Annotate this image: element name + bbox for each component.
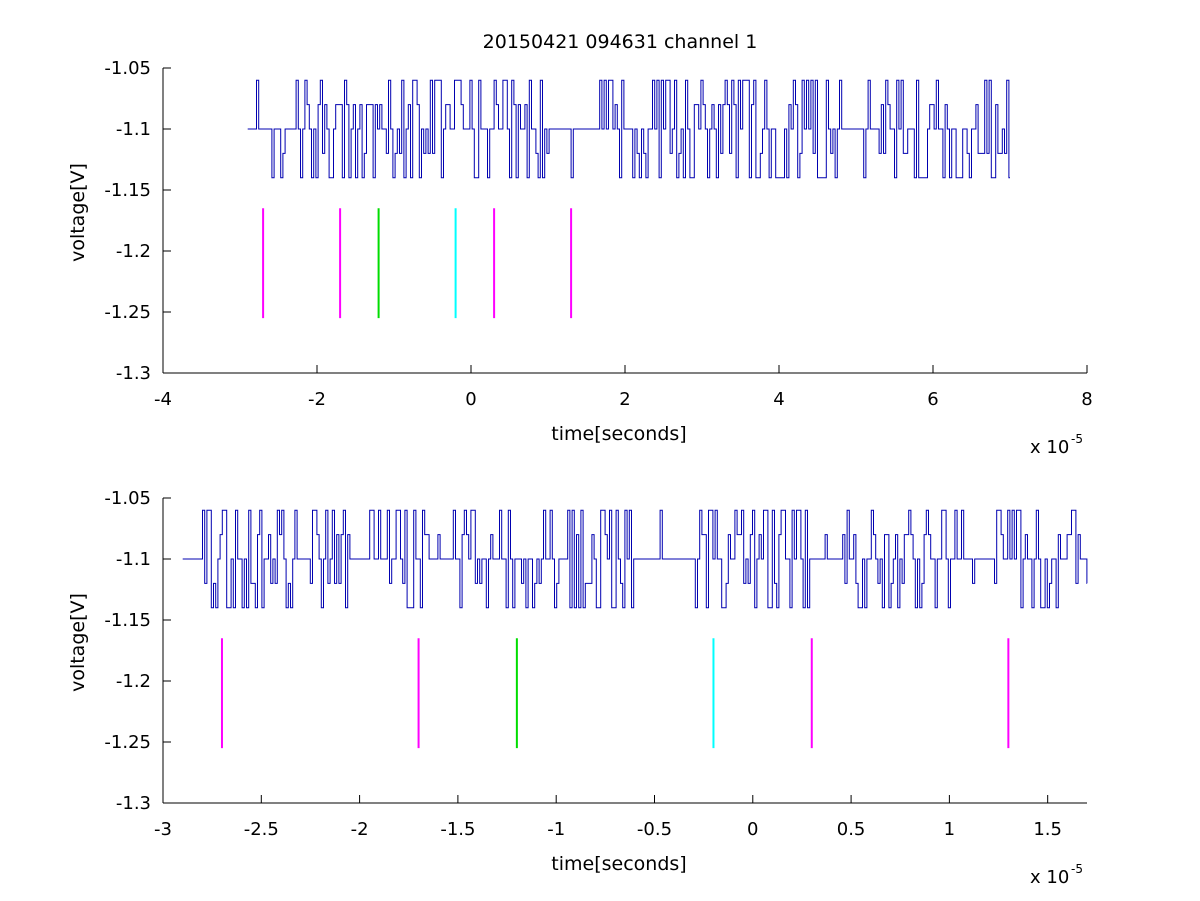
top-subplot: -4 -2 0 2 4 6 8 -1.3 -1.25 -1.2 -1.15 -1.1 -1.05 time… — [67, 58, 1093, 458]
x-tick-label: -1 — [547, 819, 565, 840]
x-tick-label: 1.5 — [1033, 819, 1062, 840]
y-tick-label: -1.2 — [116, 241, 151, 262]
x-tick-label: -4 — [154, 389, 172, 410]
x-multiplier-exponent: -5 — [1071, 432, 1083, 446]
x-tick-label: 4 — [773, 389, 784, 410]
y-tick-label: -1.05 — [104, 58, 151, 79]
y-tick-label: -1.25 — [104, 732, 151, 753]
signal-trace — [247, 79, 1010, 179]
x-tick-label: -3 — [154, 819, 172, 840]
signal-trace — [182, 509, 1088, 609]
x-tick-label: 8 — [1081, 389, 1092, 410]
y-tick-label: -1.05 — [104, 488, 151, 509]
y-tick-label: -1.1 — [116, 119, 151, 140]
y-tick-label: -1.2 — [116, 671, 151, 692]
x-axis-label: time[seconds] — [551, 423, 686, 445]
x-tick-label: -2.5 — [244, 819, 279, 840]
y-axis-label: voltage[V] — [67, 593, 89, 692]
x-tick-label: -0.5 — [637, 819, 672, 840]
y-tick-label: -1.15 — [104, 180, 151, 201]
x-multiplier: x 10 — [1030, 867, 1069, 888]
figure-title: 20150421 094631 channel 1 — [483, 31, 758, 53]
x-tick-label: 0 — [465, 389, 476, 410]
y-axis-label: voltage[V] — [67, 163, 89, 262]
x-tick-label: -2 — [308, 389, 326, 410]
y-tick-label: -1.3 — [116, 793, 151, 814]
x-tick-label: -2 — [351, 819, 369, 840]
y-tick-label: -1.15 — [104, 610, 151, 631]
x-axis-label: time[seconds] — [551, 853, 686, 875]
x-tick-label: 2 — [619, 389, 630, 410]
x-tick-label: 6 — [927, 389, 938, 410]
x-tick-label: 1 — [944, 819, 955, 840]
x-multiplier-exponent: -5 — [1071, 862, 1083, 876]
y-tick-label: -1.1 — [116, 549, 151, 570]
x-tick-label: -1.5 — [440, 819, 475, 840]
x-tick-label: 0 — [747, 819, 758, 840]
bottom-subplot: -3 -2.5 -2 -1.5 -1 -0.5 0 0.5 1 1.5 -1.3 -1.25 -1.2 -… — [67, 488, 1088, 888]
x-multiplier: x 10 — [1030, 437, 1069, 458]
x-tick-label: 0.5 — [837, 819, 866, 840]
y-tick-label: -1.25 — [104, 302, 151, 323]
y-tick-label: -1.3 — [116, 363, 151, 384]
